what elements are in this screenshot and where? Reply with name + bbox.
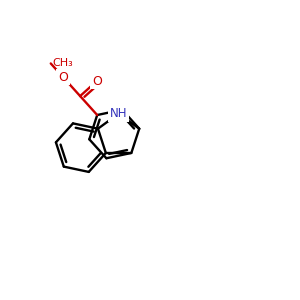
- Text: NH: NH: [110, 107, 127, 120]
- Text: O: O: [58, 70, 68, 84]
- Text: O: O: [92, 74, 102, 88]
- Text: CH₃: CH₃: [53, 58, 74, 68]
